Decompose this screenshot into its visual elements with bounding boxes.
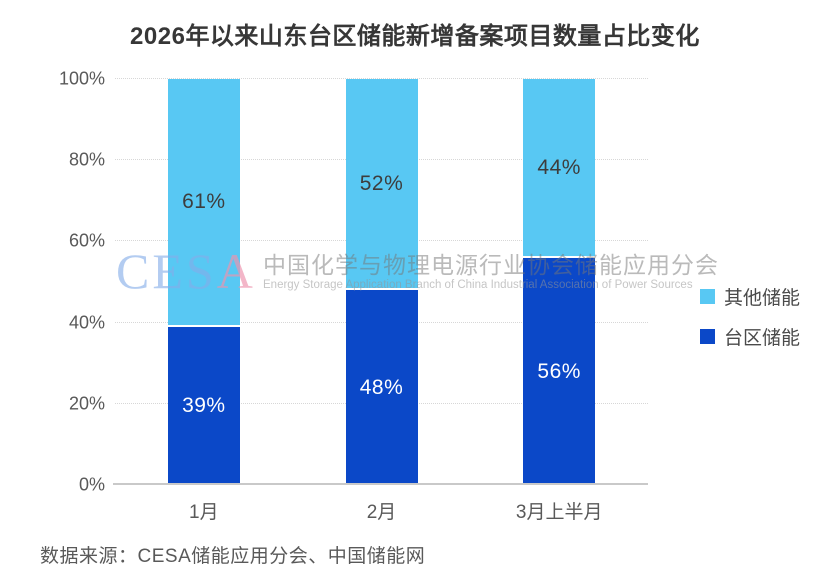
legend: 其他储能 台区储能	[700, 283, 800, 350]
y-axis-tick-label: 0%	[78, 474, 105, 495]
bar-column: 52% 48%	[293, 79, 471, 485]
x-axis: 1月 2月 3月上半月	[115, 497, 648, 524]
bar-value-label: 52%	[359, 171, 404, 195]
y-axis-tick-label: 40%	[68, 312, 105, 333]
x-axis-line	[113, 483, 648, 485]
y-axis-tick-label: 20%	[68, 393, 105, 414]
x-axis-label: 3月上半月	[515, 502, 603, 523]
legend-item: 台区储能	[700, 323, 800, 350]
bar-stack: 44% 56%	[523, 79, 596, 485]
bar-value-label: 44%	[537, 155, 581, 179]
x-axis-label: 2月	[366, 502, 397, 523]
data-source-note: 数据来源：CESA储能应用分会、中国储能网	[40, 546, 426, 567]
bar-value-label: 61%	[182, 190, 226, 213]
bar-segment-其他储能: 52%	[345, 79, 418, 290]
bar-column: 61% 39%	[115, 79, 293, 485]
y-axis: 0% 20% 40% 60% 80% 100%	[30, 69, 105, 495]
bar-segment-台区储能: 48%	[345, 290, 418, 485]
legend-swatch	[700, 329, 715, 344]
bar-column: 44% 56%	[470, 79, 648, 485]
plot-area: 61% 39% 52% 48% 44% 56%	[113, 78, 648, 485]
y-axis-tick-label: 80%	[68, 149, 105, 170]
bar-stack: 52% 48%	[345, 79, 418, 485]
bar-segment-台区储能: 56%	[523, 258, 596, 485]
legend-label: 台区储能	[724, 328, 801, 349]
bar-segment-其他储能: 61%	[167, 79, 240, 327]
x-axis-label: 1月	[189, 502, 219, 523]
chart-title: 2026年以来山东台区储能新增备案项目数量占比变化	[130, 23, 700, 50]
legend-item: 其他储能	[700, 283, 800, 310]
legend-swatch	[700, 289, 715, 304]
bars-layer: 61% 39% 52% 48% 44% 56%	[115, 79, 648, 485]
bar-value-label: 39%	[182, 394, 226, 417]
gridline	[115, 78, 648, 79]
bar-value-label: 48%	[359, 375, 404, 399]
legend-label: 其他储能	[724, 288, 801, 309]
y-axis-tick-label: 60%	[68, 230, 105, 251]
bar-stack: 61% 39%	[167, 79, 240, 485]
y-axis-tick-label: 100%	[58, 68, 105, 89]
bar-value-label: 56%	[537, 359, 581, 383]
bar-segment-台区储能: 39%	[167, 327, 240, 485]
bar-segment-其他储能: 44%	[523, 79, 596, 258]
